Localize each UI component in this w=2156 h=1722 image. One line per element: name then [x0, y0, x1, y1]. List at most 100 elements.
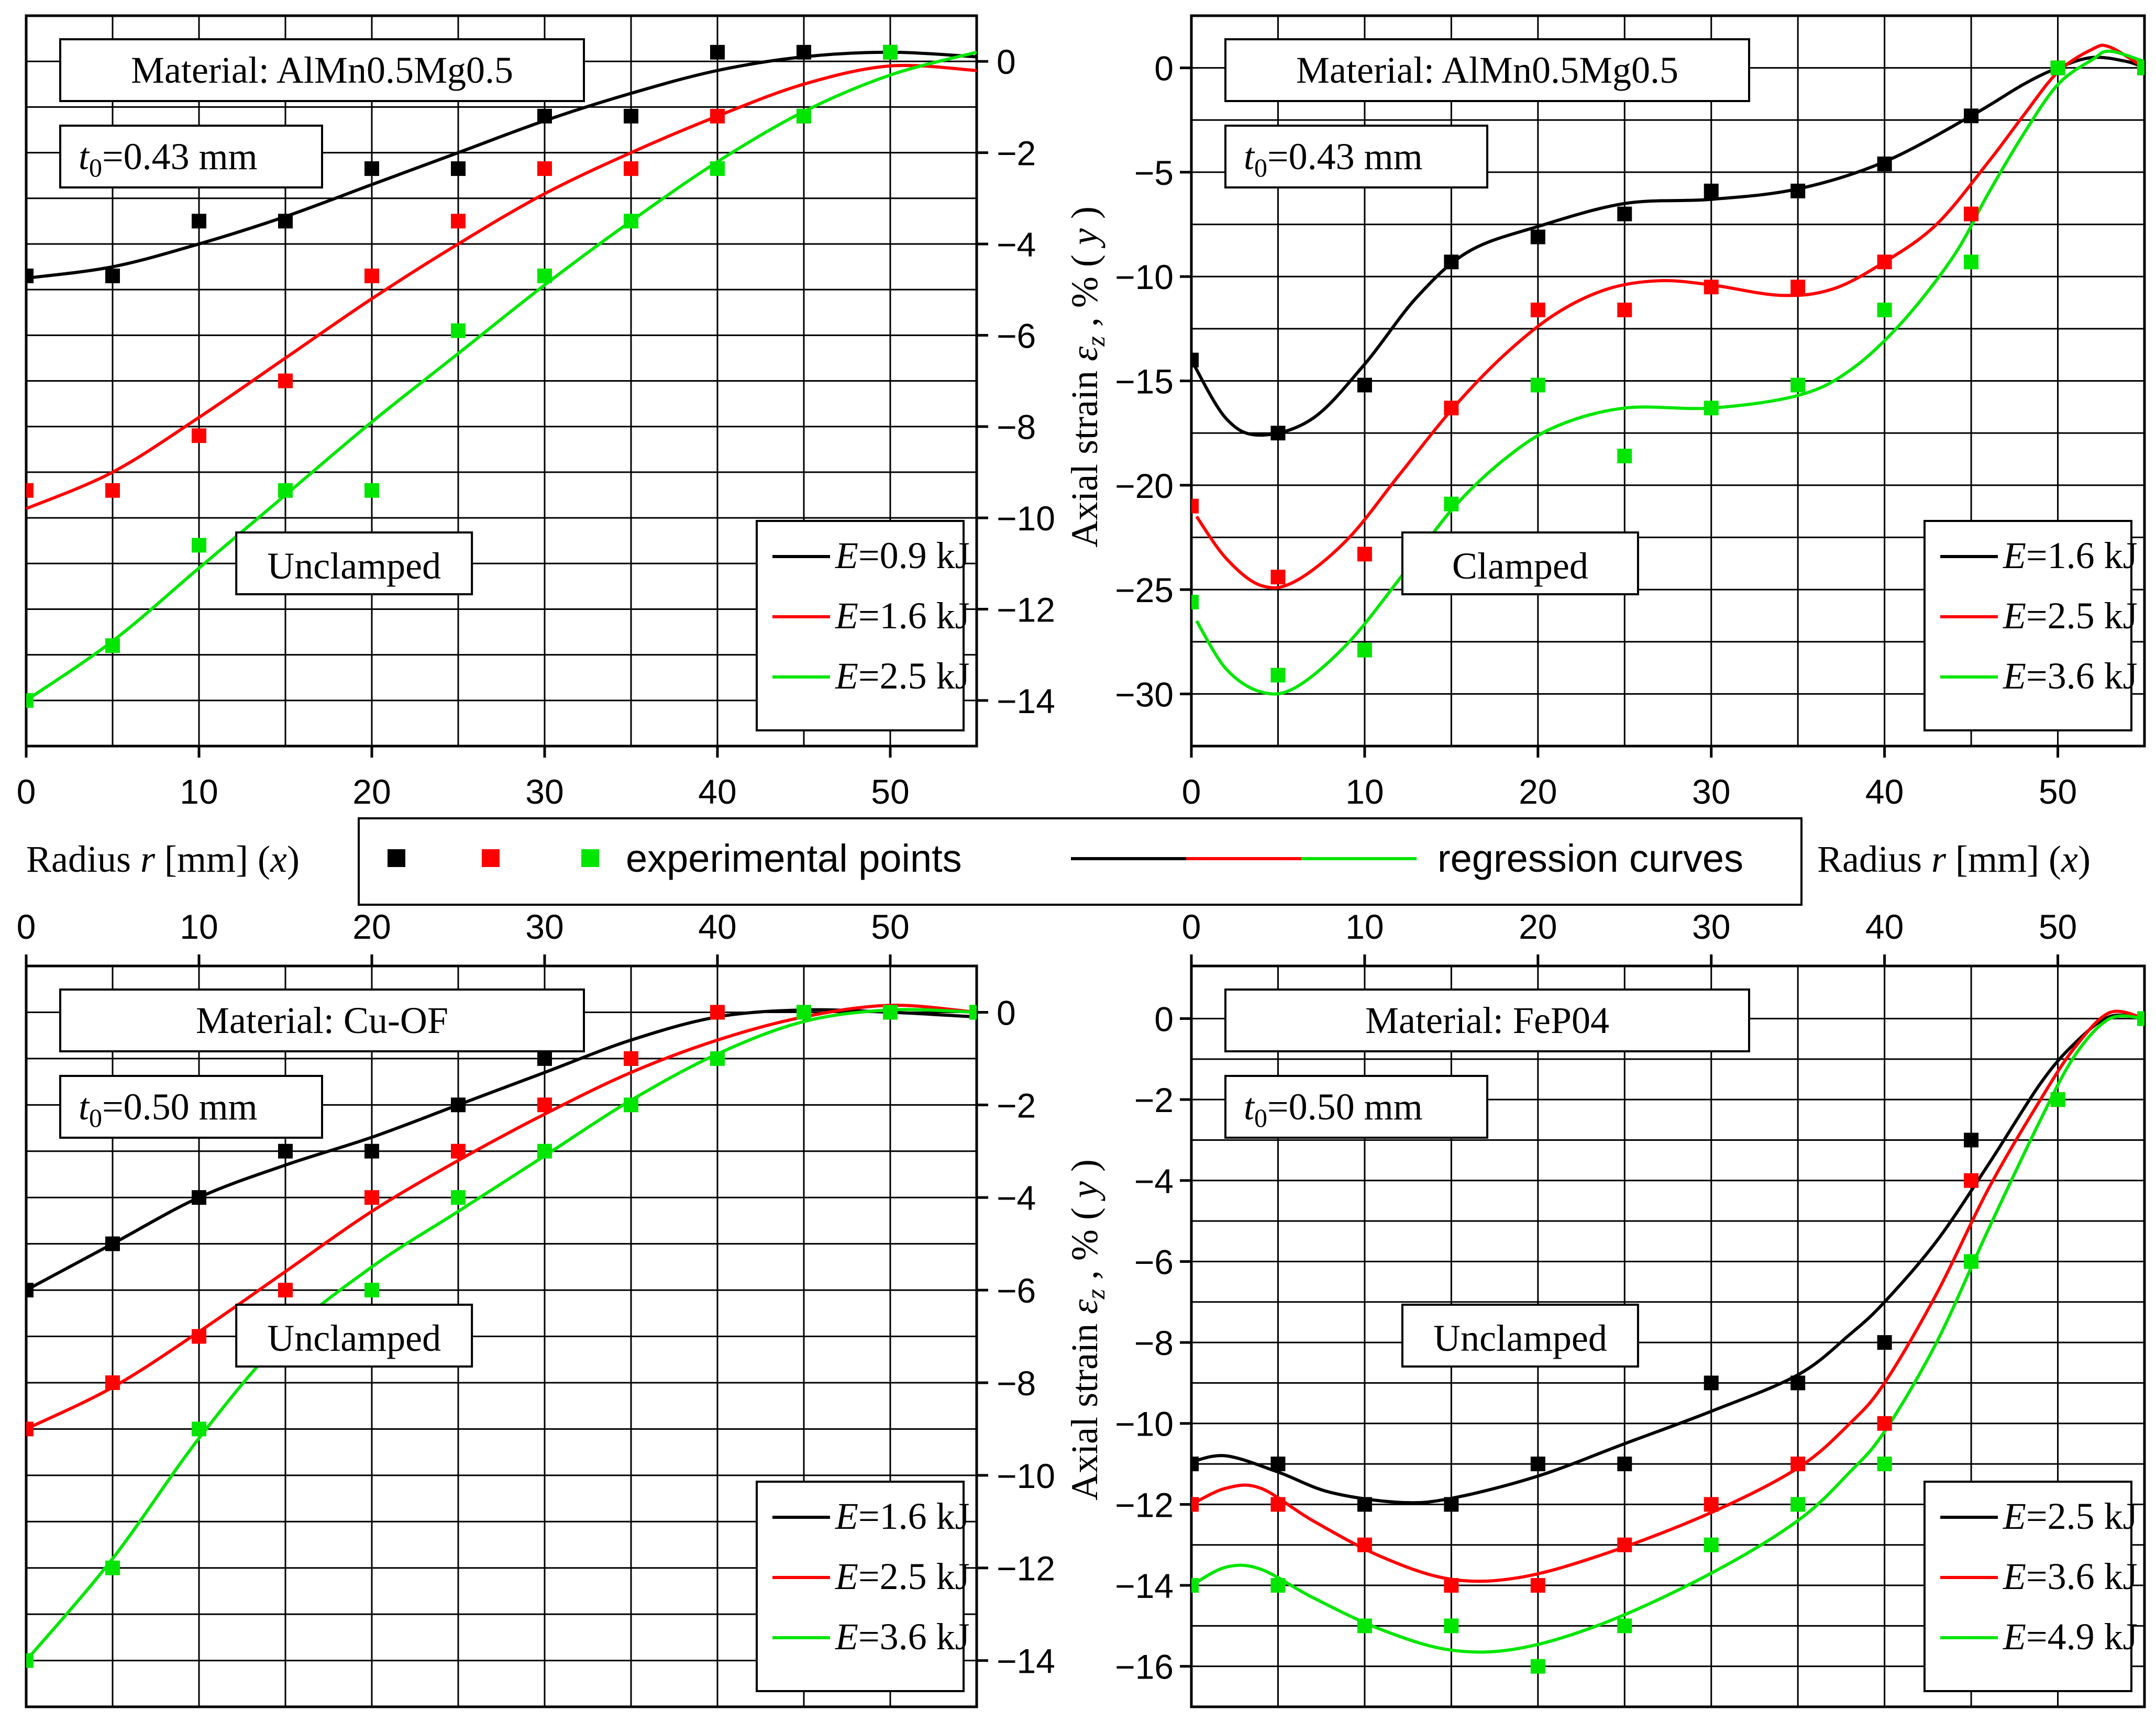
data-point-black — [1444, 254, 1459, 270]
x-tick-label: 30 — [525, 907, 563, 946]
data-point-green — [1270, 1578, 1286, 1593]
x-tick-label: 30 — [1692, 772, 1730, 811]
data-point-red — [451, 214, 466, 229]
data-point-red — [1790, 1457, 1806, 1472]
data-point-black — [1790, 1375, 1806, 1391]
data-point-black — [1790, 183, 1806, 198]
data-point-green — [537, 268, 552, 283]
data-point-red — [1191, 498, 1199, 514]
x-tick-label: 20 — [352, 907, 391, 946]
data-point-black — [537, 1051, 552, 1066]
thickness-label-box — [59, 125, 323, 188]
x-tick-label: 40 — [1865, 907, 1904, 946]
material-label-box — [1224, 38, 1750, 102]
energy-value: =2.5 kJ — [858, 1556, 970, 1597]
regression-curve-green — [26, 1008, 977, 1662]
y-axis-label-part: , % ( — [1064, 1198, 1105, 1289]
data-point-black — [624, 108, 638, 124]
y-tick-label: −8 — [997, 408, 1036, 447]
data-point-green — [1530, 1659, 1545, 1674]
data-point-black — [192, 214, 206, 229]
data-point-red — [1964, 206, 1979, 221]
y-tick-label: −10 — [997, 499, 1055, 538]
y-tick-label: −2 — [997, 134, 1036, 173]
regression-curve-black — [1191, 1013, 2144, 1505]
x-tick-label: 10 — [1345, 772, 1384, 811]
x-tick-label: 50 — [871, 907, 909, 946]
plot-area — [26, 1004, 977, 1668]
y-axis-label-top: Axial strain εz , % ( y ) — [1064, 206, 1110, 548]
data-point-red — [1964, 1173, 1979, 1188]
data-point-green — [624, 214, 638, 229]
thickness-subscript: 0 — [1254, 1103, 1267, 1132]
data-point-green — [1270, 668, 1286, 683]
legend-curves-label: regression curves — [1438, 837, 1743, 880]
x-tick-label: 0 — [1182, 772, 1201, 811]
regression-curve-red — [26, 1004, 977, 1431]
y-axis-label-part: y — [1064, 228, 1105, 249]
y-tick-label: −6 — [997, 1271, 1036, 1310]
energy-value: =3.6 kJ — [858, 1616, 970, 1658]
x-axis-label-part: ) — [2078, 838, 2091, 880]
data-point-green — [883, 45, 898, 60]
y-axis-label-subscript: z — [1081, 1289, 1110, 1299]
data-point-green — [1444, 1618, 1459, 1634]
y-axis-label-part: ) — [1064, 1159, 1105, 1181]
chart-panel-bottom-right: 0 −2 −4 −6 −8 −10 −12 −14 −16 0 10 20 30 40 50 Material… — [1115, 907, 2146, 1708]
data-point-red — [1877, 254, 1892, 270]
data-point-green — [1877, 1457, 1892, 1472]
regression-curve-green — [1191, 1014, 2144, 1654]
y-axis-label-part: Axial strain — [1064, 1314, 1105, 1501]
plot-frame — [25, 964, 978, 1708]
data-point-black — [1357, 1497, 1372, 1512]
thickness-value: =0.43 mm — [102, 136, 258, 177]
thickness-symbol: t — [79, 136, 90, 177]
data-point-green — [883, 1005, 898, 1020]
y-tick-label: −30 — [1115, 675, 1174, 714]
data-point-green — [2050, 60, 2065, 75]
data-point-black — [1617, 1457, 1632, 1472]
mode-label: Unclamped — [267, 1317, 441, 1359]
material-label: Material: AlMn0.5Mg0.5 — [1296, 49, 1678, 91]
y-tick-label: −25 — [1115, 571, 1174, 609]
thickness-symbol: t — [1244, 136, 1255, 177]
energy-symbol: E — [2003, 1616, 2026, 1658]
energy-symbol: E — [2003, 535, 2026, 576]
x-axis-label-part: [mm] ( — [1946, 838, 2061, 880]
legend-points-label: experimental points — [626, 837, 962, 880]
mode-label-box — [1401, 531, 1639, 595]
data-point-black — [1191, 352, 1199, 368]
data-point-black — [451, 1097, 466, 1113]
plot-area — [1191, 43, 2144, 696]
energy-value: =1.6 kJ — [858, 595, 970, 637]
data-point-red — [1877, 1416, 1892, 1431]
data-point-black — [192, 1190, 206, 1205]
mode-label-box — [1401, 1304, 1639, 1368]
x-tick-label: 10 — [1345, 907, 1384, 946]
y-tick-label: −12 — [1115, 1485, 1174, 1524]
thickness-value: =0.50 mm — [1267, 1086, 1423, 1128]
data-point-red — [26, 1421, 34, 1437]
data-point-red — [1270, 570, 1286, 585]
data-point-black — [1704, 183, 1719, 198]
material-label-box — [59, 988, 585, 1052]
thickness-value: =0.43 mm — [1267, 136, 1423, 177]
data-point-green — [1704, 1537, 1719, 1552]
chart-panel-bottom-left: 0 −2 −4 −6 −8 −10 −12 −14 0 10 20 30 40 50 Material: C… — [17, 907, 1055, 1708]
thickness-subscript: 0 — [89, 153, 102, 182]
data-point-green — [710, 1051, 725, 1066]
x-tick-label: 40 — [698, 907, 736, 946]
data-point-black — [1270, 426, 1286, 441]
plot-area — [1191, 1009, 2144, 1674]
data-point-green — [1191, 594, 1199, 609]
material-label: Material: FeP04 — [1365, 999, 1609, 1041]
data-point-black — [105, 1236, 120, 1251]
data-point-green — [1704, 401, 1719, 416]
data-point-black — [364, 161, 379, 176]
data-point-black — [1270, 1457, 1286, 1472]
data-point-green — [797, 1005, 811, 1020]
x-tick-label: 0 — [1182, 907, 1201, 946]
energy-value: =3.6 kJ — [2026, 655, 2138, 697]
data-point-red — [192, 428, 206, 443]
thickness-label: t0=0.43 mm — [1244, 136, 1423, 182]
